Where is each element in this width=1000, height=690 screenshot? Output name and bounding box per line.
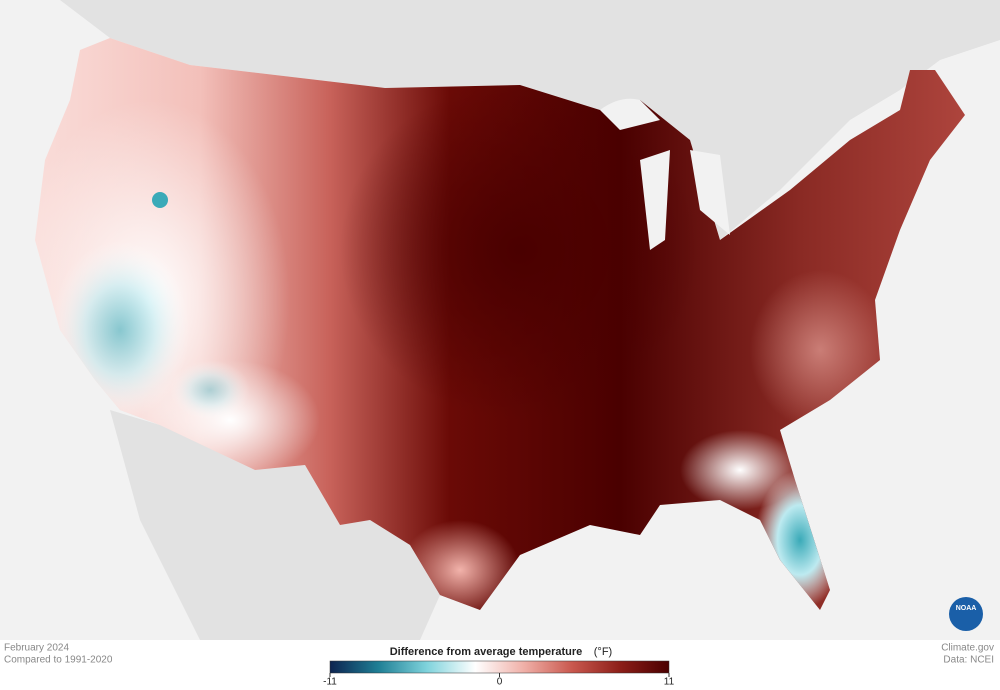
colorbar [329,660,670,674]
colorbar-tick-label: 0 [497,677,503,688]
legend-title: Difference from average temperature [390,646,583,658]
colorbar-tick-label: -11 [323,677,337,688]
site: Climate.gov [941,643,994,654]
date: February 2024 [4,643,69,654]
source: Data: NCEI [943,655,994,666]
logo-text: NOAA [956,605,977,612]
canada [60,0,1000,240]
legend-unit: (°F) [594,646,612,658]
great-lakes [600,98,730,250]
baseline: Compared to 1991-2020 [4,655,113,666]
mexico [110,410,440,640]
colorbar-tick-label: 11 [664,677,675,688]
noaa-logo [949,597,983,631]
